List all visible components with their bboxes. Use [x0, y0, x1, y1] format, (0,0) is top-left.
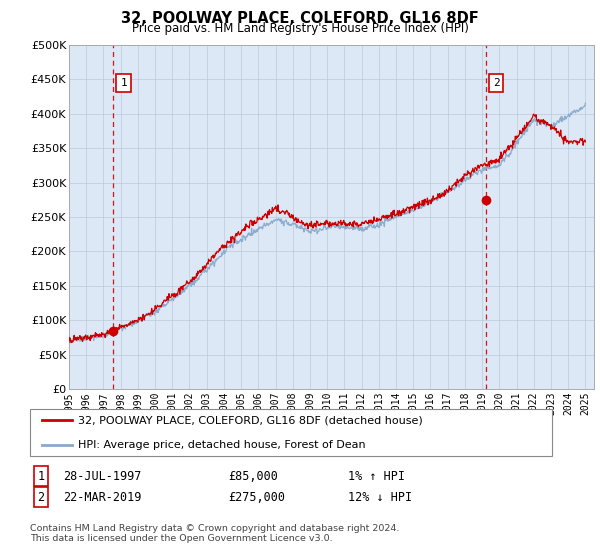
- Text: £85,000: £85,000: [228, 469, 278, 483]
- Text: 1: 1: [37, 469, 44, 483]
- Text: 22-MAR-2019: 22-MAR-2019: [63, 491, 142, 504]
- Text: 1: 1: [120, 78, 127, 88]
- Text: 32, POOLWAY PLACE, COLEFORD, GL16 8DF: 32, POOLWAY PLACE, COLEFORD, GL16 8DF: [121, 11, 479, 26]
- Text: Price paid vs. HM Land Registry's House Price Index (HPI): Price paid vs. HM Land Registry's House …: [131, 22, 469, 35]
- Text: £275,000: £275,000: [228, 491, 285, 504]
- Text: Contains HM Land Registry data © Crown copyright and database right 2024.
This d: Contains HM Land Registry data © Crown c…: [30, 524, 400, 543]
- Text: 12% ↓ HPI: 12% ↓ HPI: [348, 491, 412, 504]
- Text: 2: 2: [37, 491, 44, 504]
- Text: 28-JUL-1997: 28-JUL-1997: [63, 469, 142, 483]
- Text: 1% ↑ HPI: 1% ↑ HPI: [348, 469, 405, 483]
- Text: 2: 2: [493, 78, 500, 88]
- Text: 32, POOLWAY PLACE, COLEFORD, GL16 8DF (detached house): 32, POOLWAY PLACE, COLEFORD, GL16 8DF (d…: [78, 416, 423, 425]
- Text: HPI: Average price, detached house, Forest of Dean: HPI: Average price, detached house, Fore…: [78, 440, 365, 450]
